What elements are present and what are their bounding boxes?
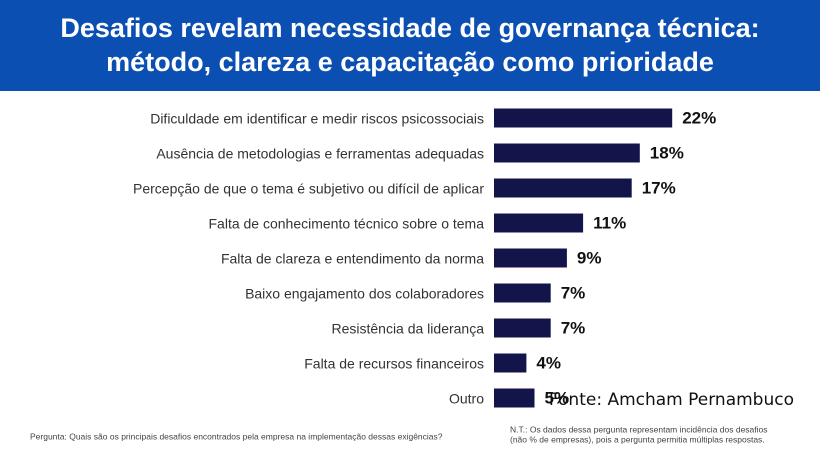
question: Pergunta: Quais são os principais desafi… [30, 431, 443, 441]
bar [494, 178, 632, 198]
category-label: Resistência da liderança [331, 321, 484, 337]
value-label: 7% [561, 283, 586, 302]
category-label: Percepção de que o tema é subjetivo ou d… [133, 181, 484, 197]
value-label: 9% [577, 248, 602, 267]
chart-title: Desafios revelam necessidade de governan… [60, 13, 759, 43]
value-label: 17% [642, 178, 676, 197]
category-label: Falta de clareza e entendimento da norma [221, 251, 484, 267]
bar [494, 143, 640, 163]
bar [494, 108, 673, 128]
value-label: 4% [536, 353, 561, 372]
bar [494, 318, 551, 338]
note: N.T.: Os dados dessa pergunta representa… [510, 424, 768, 434]
value-label: 5% [545, 388, 570, 407]
bar [494, 283, 551, 303]
bar [494, 388, 535, 408]
category-label: Outro [449, 391, 484, 407]
bar [494, 248, 567, 268]
value-label: 18% [650, 143, 684, 162]
category-label: Falta de conhecimento técnico sobre o te… [209, 216, 485, 232]
category-label: Falta de recursos financeiros [304, 356, 484, 372]
bar [494, 353, 527, 373]
value-label: 11% [593, 213, 626, 232]
category-label: Dificuldade em identificar e medir risco… [150, 111, 484, 127]
bar [494, 213, 584, 233]
source: Fonte: Amcham Pernambuco [549, 390, 794, 410]
chart-title: método, clareza e capacitação como prior… [106, 47, 714, 77]
value-label: 7% [561, 318, 586, 337]
category-label: Baixo engajamento dos colaboradores [245, 286, 484, 302]
header-band [0, 0, 820, 91]
category-label: Ausência de metodologias e ferramentas a… [156, 146, 484, 162]
value-label: 22% [682, 108, 716, 127]
note: (não % de empresas), pois a pergunta per… [510, 434, 765, 444]
